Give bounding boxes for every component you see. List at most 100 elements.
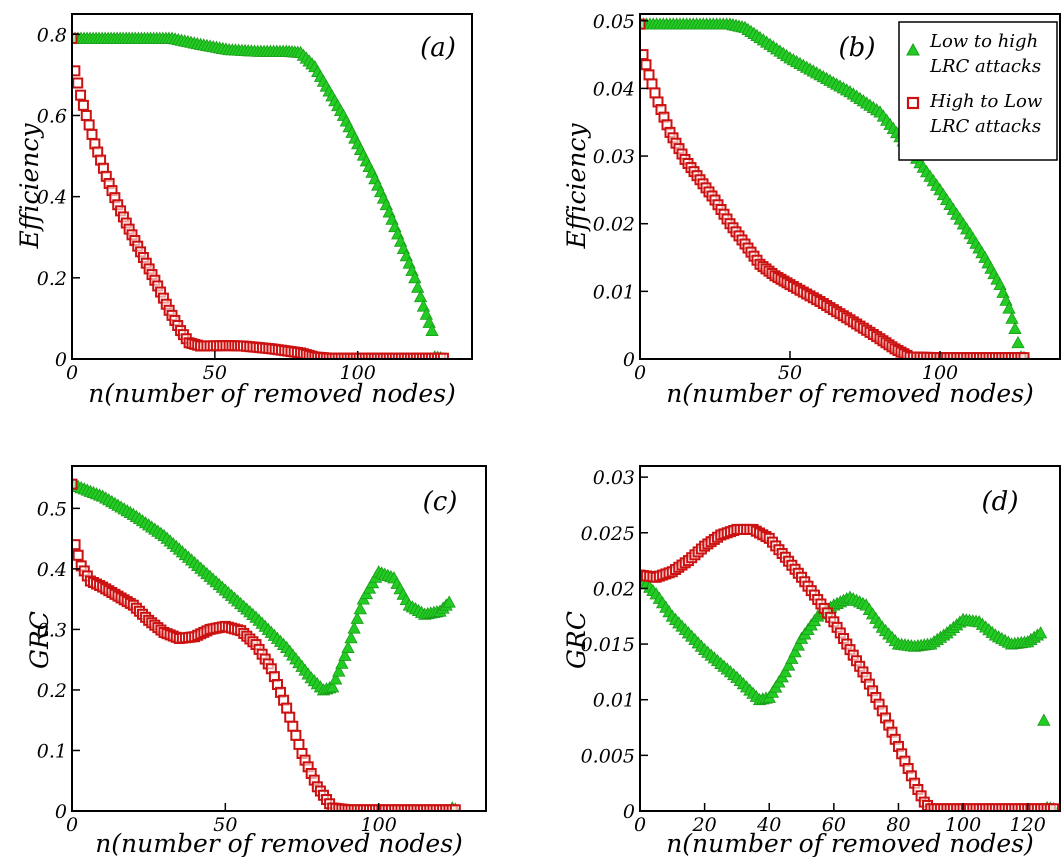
- panel-c-ytick-label: 0.4: [37, 559, 67, 581]
- panel-d-ytick-label: 0.02: [593, 578, 635, 600]
- legend-square-marker: [906, 96, 920, 110]
- low-to-high-point: [338, 648, 352, 661]
- panel-d-frame: [639, 465, 1061, 812]
- panel-a-xtick-label: 100: [340, 362, 376, 384]
- panel-d-ytick-label: 0.01: [593, 690, 635, 712]
- panel-c-xtick-label: 0: [66, 814, 78, 836]
- panel-c-ticks: 0 50 100 0 0.1 0.2 0.3 0.4 0.5: [37, 498, 397, 836]
- high-to-low-point: [77, 99, 89, 111]
- legend-entry-1-line2: LRC attacks: [929, 116, 1041, 137]
- panel-a-ytick-label: 0: [55, 349, 67, 371]
- panel-d-xtick-label: 60: [822, 814, 846, 836]
- low-to-high-point: [350, 611, 364, 624]
- high-to-low-point: [1048, 803, 1060, 811]
- legend-entry-1-line1: High to Low: [929, 91, 1043, 112]
- legend: Low to high LRC attacks High to Low LRC …: [898, 21, 1058, 161]
- panel-c: 0 50 100 0 0.1 0.2 0.3 0.4 0.5 (c) n(number of r…: [25, 465, 487, 857]
- panel-d-ytick-label: 0.025: [581, 523, 635, 545]
- panel-c-xtick-label: 100: [361, 814, 397, 836]
- low-to-high-point: [778, 665, 793, 678]
- panel-c-ytick-label: 0.5: [37, 498, 67, 520]
- high-to-low-point: [72, 478, 78, 490]
- low-to-high-point: [335, 656, 349, 669]
- panel-a-frame: [71, 13, 473, 360]
- low-to-high-point: [781, 658, 796, 671]
- panel-a-marks: [72, 31, 449, 359]
- panel-c-ytick-label: 0.1: [37, 740, 67, 762]
- panel-b-ytick-label: 0.01: [593, 281, 635, 303]
- low-to-high-point: [1033, 626, 1048, 639]
- legend-entry-0-line1: Low to high: [929, 31, 1038, 52]
- high-to-low-point: [72, 539, 81, 551]
- panel-a-ticks: 0 50 100 0 0.2 0.4 0.6 0.8: [37, 24, 376, 384]
- high-to-low-point: [287, 720, 299, 732]
- low-to-high-point: [791, 638, 805, 651]
- panel-c-xtick-label: 50: [213, 814, 237, 836]
- high-to-low-point: [643, 69, 655, 81]
- legend-entry-0-line2: LRC attacks: [929, 56, 1041, 77]
- panel-a-ytick-label: 0.2: [37, 268, 67, 290]
- panel-b-ylabel: Efficiency: [562, 123, 591, 250]
- low-to-high-point: [1011, 335, 1025, 349]
- low-to-high-point: [785, 651, 799, 664]
- panel-a: 0 50 100 0 0.2 0.4 0.6 0.8 (a) n(number of remo…: [15, 13, 473, 408]
- high-to-low-point: [449, 804, 461, 811]
- high-to-low-point: [646, 78, 658, 90]
- panel-b-ytick-label: 0: [623, 349, 635, 371]
- panel-b-ytick-label: 0.04: [593, 78, 635, 100]
- panel-b-label: (b): [839, 33, 876, 63]
- panel-b-xlabel: n(number of removed nodes): [666, 379, 1034, 408]
- panel-c-xlabel: n(number of removed nodes): [95, 829, 463, 857]
- low-to-high-point: [347, 621, 361, 634]
- panel-d-xtick-label: 20: [692, 814, 717, 836]
- panel-d-marks: [640, 523, 1060, 811]
- panel-c-marks: [72, 477, 461, 811]
- panel-a-xtick-label: 50: [203, 362, 227, 384]
- high-to-low-point: [72, 77, 84, 89]
- high-to-low-point: [281, 702, 293, 714]
- high-to-low-point: [72, 65, 81, 77]
- low-to-high-point: [1037, 713, 1051, 726]
- low-to-high-point: [1002, 301, 1016, 314]
- high-to-low-point: [72, 32, 78, 44]
- high-to-low-point: [72, 549, 84, 561]
- high-to-low-point: [640, 59, 652, 71]
- high-to-low-point: [80, 109, 92, 121]
- panel-d-xlabel: n(number of removed nodes): [666, 829, 1034, 857]
- panel-d-ticks: 0 20 40 60 80 100 120 0 0.005 0.01 0.015 0.02 0.025 0…: [581, 467, 1046, 836]
- low-to-high-point: [341, 640, 355, 653]
- panel-d-ytick-label: 0.015: [581, 634, 635, 656]
- high-to-low-point: [75, 89, 87, 101]
- high-to-low-point: [293, 738, 305, 750]
- panel-c-frame: [71, 465, 487, 812]
- low-to-high-point: [353, 602, 367, 615]
- panel-c-ytick-label: 0.3: [37, 619, 67, 641]
- low-to-high-point: [1005, 311, 1019, 324]
- high-to-low-point: [649, 87, 661, 99]
- panel-d-xtick-label: 100: [945, 814, 981, 836]
- panel-b-ytick-label: 0.03: [593, 146, 635, 168]
- panel-a-xlabel: n(number of removed nodes): [88, 379, 456, 408]
- panel-a-ytick-label: 0.4: [37, 187, 67, 209]
- low-to-high-point: [1008, 321, 1022, 334]
- low-to-high-point: [425, 323, 439, 336]
- panel-a-xtick-label: 0: [66, 362, 78, 384]
- panel-d-ytick-label: 0.005: [581, 745, 635, 767]
- low-to-high-point: [344, 631, 358, 644]
- panel-c-ytick-label: 0: [55, 801, 67, 823]
- panel-b-ticks: 0 50 100 0 0.01 0.02 0.03 0.04 0.05: [593, 11, 958, 384]
- high-to-low-point: [1018, 352, 1030, 359]
- panel-c-ylabel: GRC: [25, 611, 54, 669]
- low-to-high-point: [411, 280, 425, 293]
- panel-b-frame: [639, 13, 1061, 360]
- legend-box: [898, 21, 1058, 161]
- panel-d-xtick-label: 40: [756, 814, 781, 836]
- panel-d-ytick-label: 0.03: [593, 467, 635, 489]
- low-to-high-point: [329, 672, 343, 685]
- panel-d-xtick-label: 80: [886, 814, 910, 836]
- panel-c-label: (c): [423, 487, 458, 517]
- panel-b-xtick-label: 50: [778, 362, 802, 384]
- high-to-low-point: [86, 128, 98, 140]
- high-to-low-point: [83, 119, 95, 131]
